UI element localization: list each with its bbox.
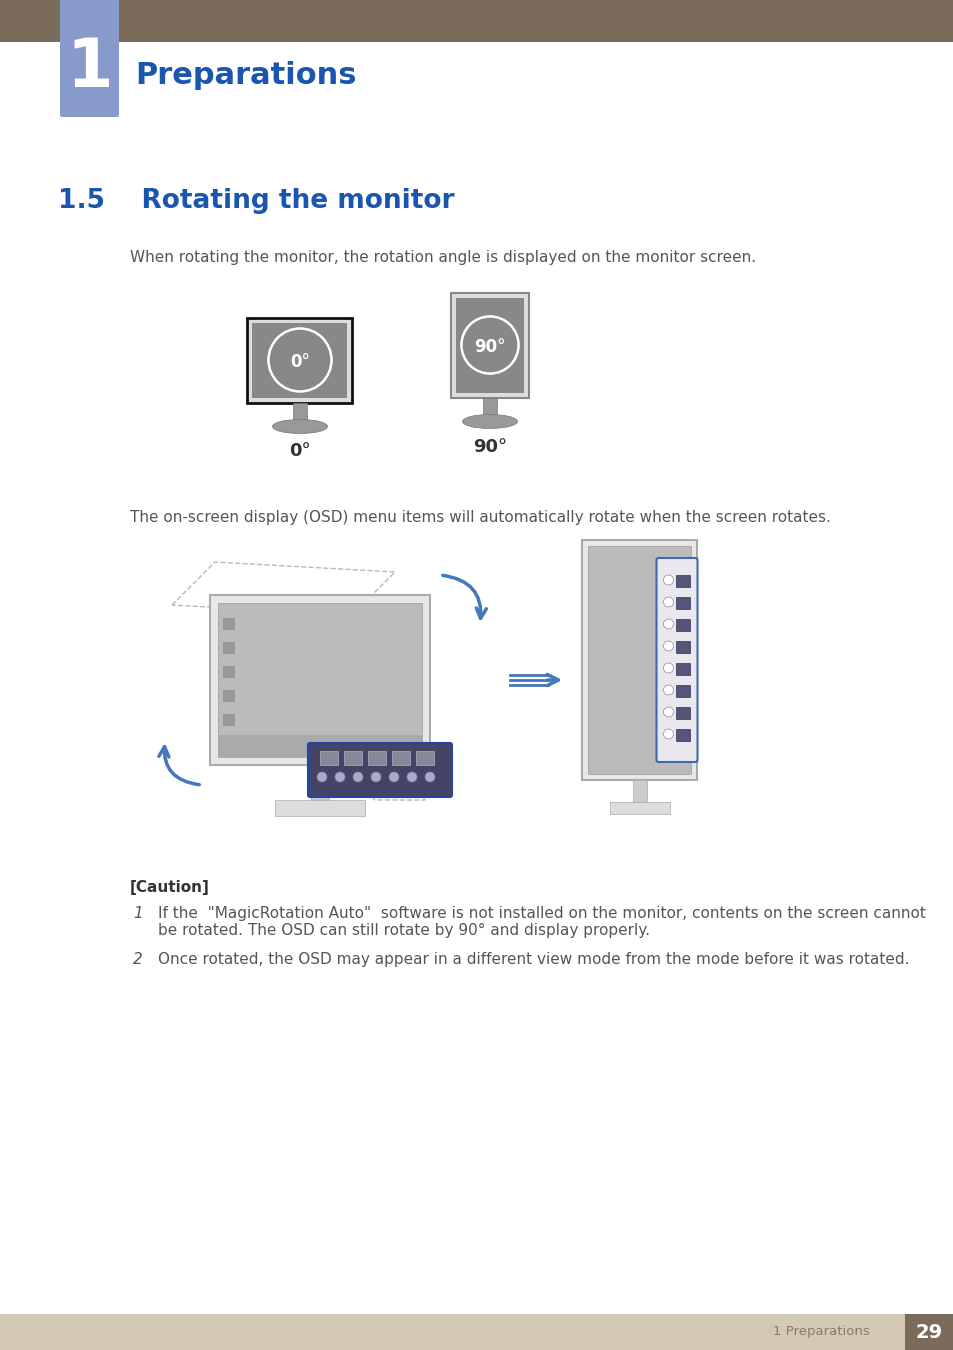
Bar [218,734,421,757]
Text: 1: 1 [66,35,112,101]
Bar [904,1314,953,1350]
Text: When rotating the monitor, the rotation angle is displayed on the monitor screen: When rotating the monitor, the rotation … [130,250,756,265]
Circle shape [662,707,673,717]
Ellipse shape [273,420,327,433]
Text: 90°: 90° [474,338,505,356]
Bar [293,402,307,423]
Text: 90°: 90° [473,437,507,455]
Bar [676,684,690,697]
Bar [456,297,523,393]
FancyBboxPatch shape [60,0,119,117]
Bar [253,323,347,397]
FancyBboxPatch shape [656,558,697,761]
Bar [218,603,421,757]
Bar [582,540,697,780]
Text: Once rotated, the OSD may appear in a different view mode from the mode before i: Once rotated, the OSD may appear in a di… [158,952,908,967]
Text: If the  "MagicRotation Auto"  software is not installed on the monitor, contents: If the "MagicRotation Auto" software is … [158,906,925,938]
Circle shape [371,772,380,782]
Text: 29: 29 [915,1323,942,1342]
FancyBboxPatch shape [308,743,452,796]
Text: 1.5    Rotating the monitor: 1.5 Rotating the monitor [58,188,454,215]
Bar [676,707,690,720]
Bar [588,545,691,774]
Bar [609,802,669,814]
FancyArrowPatch shape [442,575,486,618]
Text: 1 Preparations: 1 Preparations [773,1326,869,1338]
Circle shape [662,663,673,674]
Bar [223,714,234,726]
Bar [223,666,234,678]
Bar [311,765,329,801]
Bar [247,317,352,402]
Bar [0,1314,953,1350]
Bar [319,751,337,765]
Ellipse shape [462,414,517,428]
Bar [392,751,410,765]
Bar [482,397,497,417]
FancyArrowPatch shape [547,675,558,686]
Text: 0°: 0° [289,443,311,460]
Circle shape [662,729,673,738]
Bar [676,641,690,653]
Bar [0,0,953,42]
FancyArrowPatch shape [159,747,199,784]
Bar [223,618,234,630]
Bar [676,729,690,741]
Text: 1: 1 [132,906,143,921]
Circle shape [662,575,673,585]
Circle shape [662,620,673,629]
Bar [223,643,234,653]
Circle shape [424,772,435,782]
Bar [344,751,361,765]
Circle shape [662,597,673,608]
Circle shape [407,772,416,782]
Text: [Caution]: [Caution] [130,880,210,895]
Circle shape [316,772,327,782]
Bar [633,780,646,802]
Text: 0°: 0° [290,352,310,371]
Text: Preparations: Preparations [135,61,356,89]
Bar [0,0,80,42]
Bar [676,620,690,630]
Circle shape [389,772,398,782]
Bar [368,751,386,765]
Bar [210,595,430,765]
Text: The on-screen display (OSD) menu items will automatically rotate when the screen: The on-screen display (OSD) menu items w… [130,510,830,525]
Text: 2: 2 [132,952,143,967]
Bar [676,597,690,609]
Bar [416,751,434,765]
Circle shape [662,684,673,695]
Bar [451,293,529,397]
Bar [274,801,365,815]
Circle shape [353,772,363,782]
Circle shape [335,772,345,782]
Bar [223,690,234,702]
Bar [676,575,690,587]
Circle shape [662,641,673,651]
Bar [676,663,690,675]
